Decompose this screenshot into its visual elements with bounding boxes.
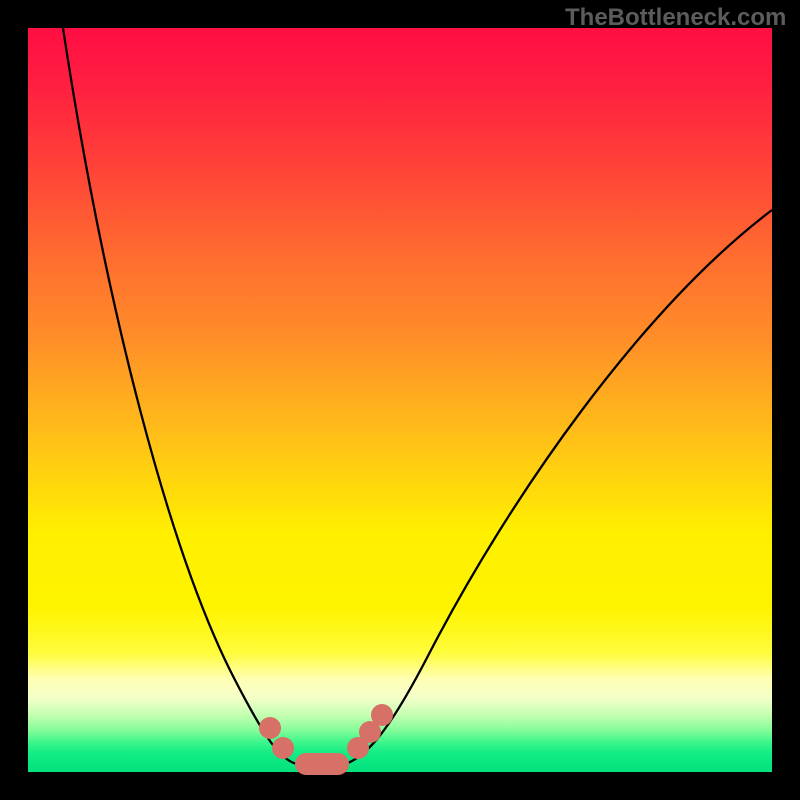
bottleneck-chart	[0, 0, 800, 800]
watermark-text: TheBottleneck.com	[565, 4, 786, 32]
curve-marker-1	[272, 737, 294, 759]
curve-marker-0	[259, 717, 281, 739]
curve-marker-4	[371, 704, 393, 726]
valley-bar-marker	[295, 753, 349, 775]
gradient-plot-area	[28, 28, 772, 772]
chart-frame: TheBottleneck.com	[0, 0, 800, 800]
